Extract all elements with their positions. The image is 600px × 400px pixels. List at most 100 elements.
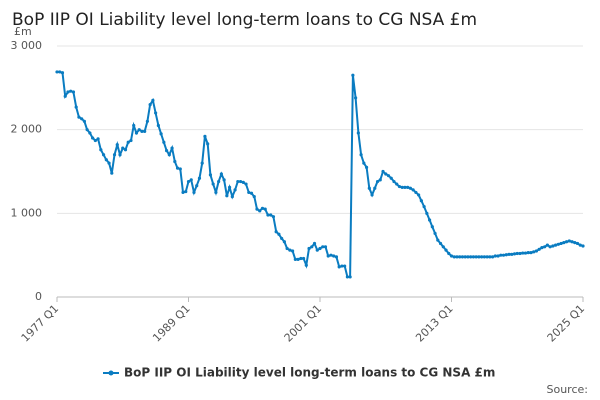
point [348, 275, 352, 279]
point [554, 243, 558, 247]
point [414, 190, 418, 195]
point [238, 179, 243, 184]
point [121, 146, 125, 150]
point [378, 178, 382, 182]
point [244, 182, 248, 186]
point [364, 165, 369, 169]
point [118, 153, 122, 157]
point [82, 119, 86, 123]
point [181, 190, 185, 195]
point [548, 245, 552, 249]
point [137, 128, 141, 132]
point [145, 119, 150, 123]
point [101, 153, 106, 157]
point [269, 213, 273, 217]
y-tick-label: 2 000 [11, 123, 43, 136]
point [474, 255, 478, 259]
point [249, 191, 254, 195]
point [55, 70, 59, 74]
point [326, 254, 330, 258]
point [575, 241, 580, 246]
point [214, 190, 218, 195]
point [288, 248, 292, 252]
chart-title: BoP IIP OI Liability level long-term loa… [12, 10, 477, 30]
point [69, 89, 73, 93]
point [430, 225, 434, 229]
point [112, 153, 117, 157]
point [422, 205, 426, 209]
point [337, 265, 341, 269]
line [57, 70, 584, 278]
point [189, 178, 193, 182]
point [110, 171, 114, 175]
point [91, 136, 95, 140]
y-tick-label: 0 [35, 290, 42, 303]
x-tick-label: 2013 Q1 [413, 302, 456, 345]
point [203, 134, 207, 138]
point [406, 185, 410, 189]
point [504, 253, 508, 257]
point [184, 189, 188, 194]
point [126, 140, 130, 144]
point [60, 71, 65, 75]
point [417, 193, 421, 197]
point [85, 128, 89, 132]
point [381, 169, 385, 174]
point [573, 241, 577, 245]
point [143, 129, 147, 133]
point [496, 254, 500, 258]
point [419, 199, 423, 203]
point [469, 255, 473, 259]
point [444, 248, 448, 252]
point [164, 148, 169, 153]
x-tick-label: 2025 Q1 [545, 302, 588, 345]
point [252, 195, 256, 199]
point [529, 251, 533, 255]
point [384, 172, 388, 176]
point [154, 111, 158, 115]
point [285, 246, 289, 251]
point [370, 193, 374, 197]
point [507, 252, 511, 256]
point [466, 255, 470, 259]
point [570, 240, 574, 244]
point [403, 185, 407, 189]
point [518, 251, 522, 256]
point [359, 153, 363, 157]
point [271, 215, 276, 219]
point [156, 123, 160, 128]
point [175, 166, 180, 170]
point [222, 178, 226, 182]
point [315, 248, 319, 252]
point [241, 180, 245, 184]
source: Source: [547, 383, 589, 396]
point [534, 249, 539, 253]
point [526, 251, 530, 255]
point [200, 161, 204, 165]
point [493, 254, 497, 258]
point [88, 131, 92, 135]
point [255, 207, 259, 211]
point [521, 251, 525, 255]
point [280, 236, 284, 241]
point [173, 159, 177, 164]
point [564, 240, 569, 244]
point [452, 255, 456, 259]
point [436, 238, 440, 242]
point [58, 70, 62, 74]
x-tick-label: 1977 Q1 [19, 302, 62, 345]
point [63, 94, 67, 98]
point [260, 206, 265, 210]
point [274, 230, 278, 234]
point [540, 246, 544, 250]
point [332, 254, 336, 258]
point [321, 245, 325, 249]
x-tick-label: 2001 Q1 [282, 302, 325, 345]
point [477, 255, 481, 259]
point [545, 243, 549, 247]
point [389, 176, 393, 180]
point [293, 257, 297, 261]
point [485, 255, 489, 259]
point [258, 209, 262, 213]
